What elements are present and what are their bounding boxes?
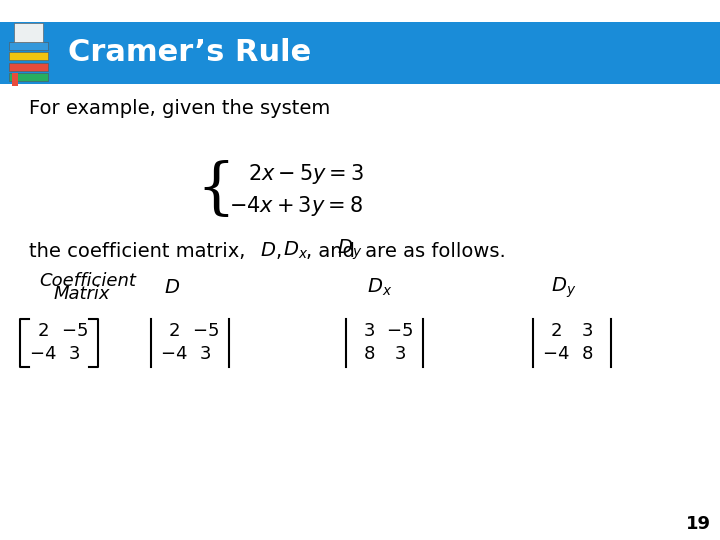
Text: the coefficient matrix,: the coefficient matrix, (29, 241, 251, 261)
Text: For example, given the system: For example, given the system (29, 98, 330, 118)
Text: $D_x$: $D_x$ (367, 277, 392, 299)
Text: , and: , and (306, 241, 355, 261)
Bar (9, 42, 48, 50)
Text: $-5$: $-5$ (60, 322, 88, 340)
Text: $2x-5y=3$: $2x-5y=3$ (248, 162, 364, 186)
Bar (9, 63, 48, 71)
Text: $2$: $2$ (550, 322, 562, 340)
Text: Cramer’s Rule: Cramer’s Rule (68, 38, 312, 67)
Text: Coefficient: Coefficient (40, 272, 137, 290)
Text: $8$: $8$ (363, 345, 374, 363)
Text: $D_x$: $D_x$ (283, 239, 308, 261)
Text: 19: 19 (686, 515, 711, 533)
Text: are as follows.: are as follows. (359, 241, 506, 261)
Text: $3$: $3$ (68, 345, 80, 363)
Bar (14, 23, 43, 42)
Text: {: { (197, 160, 235, 220)
Bar (0, 22, 720, 84)
Bar (12, 73, 18, 86)
Bar (9, 73, 48, 81)
Text: $8$: $8$ (581, 345, 593, 363)
Text: $3$: $3$ (363, 322, 374, 340)
Text: $3$: $3$ (394, 345, 405, 363)
Text: $-5$: $-5$ (386, 322, 413, 340)
Text: Matrix: Matrix (54, 285, 110, 303)
Text: $-4x+3y=8$: $-4x+3y=8$ (229, 194, 363, 218)
Text: $D$: $D$ (164, 278, 180, 298)
Text: ,: , (276, 241, 282, 261)
Text: $-5$: $-5$ (192, 322, 219, 340)
Text: $D$: $D$ (261, 240, 276, 260)
Text: $-4$: $-4$ (542, 345, 570, 363)
Text: $-4$: $-4$ (161, 345, 188, 363)
Text: $-4$: $-4$ (30, 345, 57, 363)
Text: $3$: $3$ (581, 322, 593, 340)
Text: $D_y$: $D_y$ (551, 275, 576, 300)
Text: $2$: $2$ (168, 322, 180, 340)
Bar (9, 52, 48, 60)
Text: $2$: $2$ (37, 322, 49, 340)
Text: $3$: $3$ (199, 345, 211, 363)
Text: $D_y$: $D_y$ (337, 238, 362, 262)
